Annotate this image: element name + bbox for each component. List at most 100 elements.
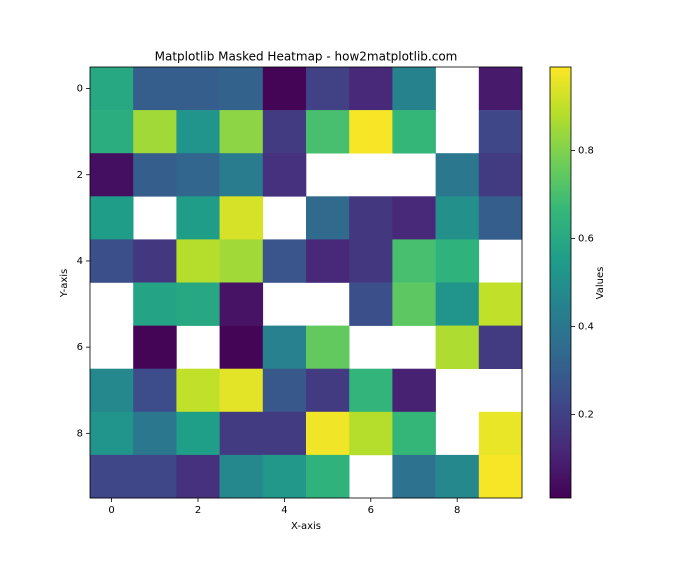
heatmap-cell [133, 454, 177, 499]
heatmap-cell [349, 110, 393, 154]
y-tick-label: 0 [77, 84, 83, 95]
heatmap-cell [90, 411, 134, 456]
x-tick-label: 6 [368, 505, 374, 516]
heatmap-cell [90, 110, 134, 154]
heatmap-cell [90, 67, 134, 111]
heatmap-cell [262, 454, 307, 499]
colorbar-tick-label: 0.6 [578, 234, 594, 245]
heatmap-cell [306, 196, 350, 240]
heatmap-cell [219, 325, 264, 369]
colorbar-tick-label: 0.8 [578, 146, 594, 157]
x-tick-label: 8 [454, 505, 460, 516]
heatmap-cell [262, 153, 307, 197]
heatmap-cell [306, 325, 350, 369]
y-tick-label: 2 [77, 170, 83, 181]
heatmap-cell [349, 67, 393, 111]
heatmap-cell [219, 454, 264, 499]
heatmap-cell [306, 454, 350, 499]
heatmap-cell [306, 239, 350, 283]
colorbar-tick-label: 0.2 [578, 409, 594, 420]
y-tick-label: 8 [77, 428, 83, 439]
heatmap-cell [349, 282, 393, 326]
heatmap-cell [133, 368, 177, 413]
plot-frame [89, 66, 523, 499]
colorbar-label: Values [595, 267, 606, 300]
heatmap-cell [392, 282, 436, 326]
heatmap-cell [176, 110, 220, 154]
heatmap-cell [392, 454, 436, 499]
colorbar [549, 66, 572, 499]
y-tick-label: 4 [77, 256, 83, 267]
heatmap-cell [478, 196, 523, 240]
heatmap-cell [392, 67, 436, 111]
y-axis-label: Y-axis [59, 269, 70, 299]
heatmap-cell [219, 110, 264, 154]
heatmap-cell [478, 411, 523, 456]
heatmap-cell [392, 368, 436, 413]
heatmap-cell [392, 411, 436, 456]
heatmap-cell [262, 110, 307, 154]
heatmap-cell [133, 411, 177, 456]
heatmap-cell [133, 110, 177, 154]
heatmap-cell [133, 325, 177, 369]
heatmap-cell [392, 110, 436, 154]
heatmap-cell [262, 67, 307, 111]
heatmap-cell [219, 67, 264, 111]
heatmap-cell [435, 282, 480, 326]
heatmap-cell [90, 239, 134, 283]
heatmap-cell [133, 239, 177, 283]
heatmap-cell [478, 67, 523, 111]
heatmap-cell [176, 239, 220, 283]
heatmap-cell [262, 239, 307, 283]
heatmap-cell [90, 196, 134, 240]
heatmap-cell [176, 411, 220, 456]
x-tick-label: 4 [281, 505, 287, 516]
heatmap-cell [478, 454, 523, 499]
heatmap-cell [90, 153, 134, 197]
heatmap-cell [133, 282, 177, 326]
heatmap-cell [478, 282, 523, 326]
x-axis-label: X-axis [291, 521, 321, 532]
heatmap-cell [435, 153, 480, 197]
heatmap-cell [478, 325, 523, 369]
colorbar-tick-label: 0.4 [578, 321, 594, 332]
heatmap-cell [176, 67, 220, 111]
heatmap-cell [392, 196, 436, 240]
heatmap-cell [435, 325, 480, 369]
heatmap-cell [478, 153, 523, 197]
heatmap-cell [306, 411, 350, 456]
heatmap-cell [392, 239, 436, 283]
heatmap-cell [349, 368, 393, 413]
heatmap-cell [306, 67, 350, 111]
heatmap-cell [219, 368, 264, 413]
heatmap-cell [176, 368, 220, 413]
heatmap-cell [133, 67, 177, 111]
heatmap-cell [219, 282, 264, 326]
y-tick-label: 6 [77, 342, 83, 353]
x-tick-label: 2 [195, 505, 201, 516]
x-tick-label: 0 [108, 505, 114, 516]
heatmap-cell [349, 196, 393, 240]
chart-title: Matplotlib Masked Heatmap - how2matplotl… [155, 50, 458, 64]
heatmap-cell [176, 282, 220, 326]
heatmap-cell [349, 411, 393, 456]
heatmap-cell [90, 368, 134, 413]
heatmap-cell [219, 196, 264, 240]
heatmap-cell [262, 411, 307, 456]
heatmap-cell [435, 454, 480, 499]
heatmap-cell [176, 454, 220, 499]
heatmap-cell [478, 110, 523, 154]
heatmap-cell [262, 368, 307, 413]
heatmap-cell [435, 196, 480, 240]
heatmap-cell [133, 153, 177, 197]
heatmap-cell [219, 239, 264, 283]
heatmap-cell [176, 153, 220, 197]
heatmap-cell [262, 325, 307, 369]
heatmap-cell [306, 110, 350, 154]
heatmap-cell [349, 239, 393, 283]
heatmap-cell [219, 153, 264, 197]
heatmap-cell [435, 239, 480, 283]
heatmap-cell [306, 368, 350, 413]
heatmap-cell [90, 454, 134, 499]
